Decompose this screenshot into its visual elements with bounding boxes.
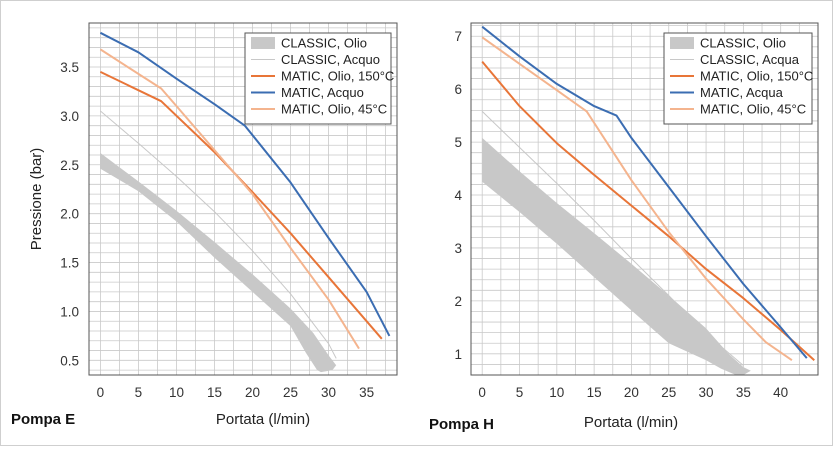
x-tick-label: 25: [661, 385, 676, 400]
y-tick-label: 7: [454, 29, 462, 44]
x-axis-title: Portata (l/min): [216, 411, 310, 428]
y-axis-title: Pressione (bar): [28, 148, 45, 251]
series-line-2: [100, 110, 337, 359]
series-group: [99, 31, 391, 373]
x-tick-label: 30: [321, 385, 336, 400]
pump-label: Pompa H: [429, 416, 494, 433]
y-tick-label: 6: [454, 82, 462, 97]
y-tick-label: 2: [454, 294, 462, 309]
y-tick-label: 2.0: [60, 207, 79, 222]
y-tick-label: 3.5: [60, 60, 79, 75]
x-tick-label: 30: [699, 385, 714, 400]
x-tick-label: 25: [283, 385, 298, 400]
x-tick-label: 0: [97, 385, 105, 400]
x-tick-label: 15: [207, 385, 222, 400]
y-tick-label: 2.5: [60, 158, 79, 173]
legend-entry: MATIC, Olio, 150°C: [700, 69, 813, 84]
legend-entry: CLASSIC, Acqua: [700, 52, 800, 67]
x-tick-label: 10: [169, 385, 184, 400]
legend-entry: MATIC, Acqua: [700, 85, 784, 100]
x-tick-label: 35: [359, 385, 374, 400]
series-band-1: [482, 137, 751, 375]
x-tick-label: 20: [624, 385, 639, 400]
y-tick-label: 1: [454, 347, 462, 362]
series-line-3: [99, 70, 383, 340]
y-tick-label: 0.5: [60, 353, 79, 368]
legend-entry: CLASSIC, Olio: [281, 36, 367, 51]
legend-entry: MATIC, Olio, 45°C: [700, 102, 806, 117]
x-axis-title: Portata (l/min): [584, 414, 678, 431]
series-line-2: [481, 111, 744, 366]
x-tick-label: 40: [773, 385, 788, 400]
legend-entry: CLASSIC, Olio: [700, 36, 786, 51]
plot-frame: [470, 22, 819, 376]
y-tick-label: 4: [454, 188, 462, 203]
chart-panel-2: 1 2 3 4 5 6 7 0 5 10 15 20 25 30 35 40 Portata (l/min) Po…: [429, 22, 819, 433]
series-group: [481, 25, 815, 375]
series-line-4: [99, 31, 391, 337]
plot-frame: [88, 22, 398, 376]
series-line-3: [481, 60, 815, 361]
pump-label: Pompa E: [11, 411, 75, 428]
legend-entry: MATIC, Acquo: [281, 85, 364, 100]
x-tick-label: 5: [516, 385, 524, 400]
legend-entry: CLASSIC, Acquo: [281, 52, 380, 67]
chart-panel-1: 0.5 1.0 1.5 2.0 2.5 3.0 3.5 0 5 10 15 20 25 30 35 Porta…: [11, 22, 398, 428]
x-tick-label: 0: [478, 385, 486, 400]
y-tick-label: 3.0: [60, 109, 79, 124]
y-tick-label: 5: [454, 135, 462, 150]
x-tick-label: 15: [587, 385, 602, 400]
series-line-4: [481, 25, 808, 359]
series-line-5: [481, 36, 793, 362]
x-tick-label: 10: [549, 385, 564, 400]
x-tick-label: 20: [245, 385, 260, 400]
legend-swatch: [251, 37, 275, 49]
series-line-5: [99, 48, 360, 350]
legend-entry: MATIC, Olio, 150°C: [281, 69, 394, 84]
legend-entry: MATIC, Olio, 45°C: [281, 102, 387, 117]
y-tick-label: 1.0: [60, 304, 79, 319]
y-tick-label: 3: [454, 241, 462, 256]
y-tick-label: 1.5: [60, 256, 79, 271]
x-tick-label: 5: [135, 385, 143, 400]
legend-swatch: [670, 37, 694, 49]
x-tick-label: 35: [736, 385, 751, 400]
series-band-1: [100, 153, 337, 373]
